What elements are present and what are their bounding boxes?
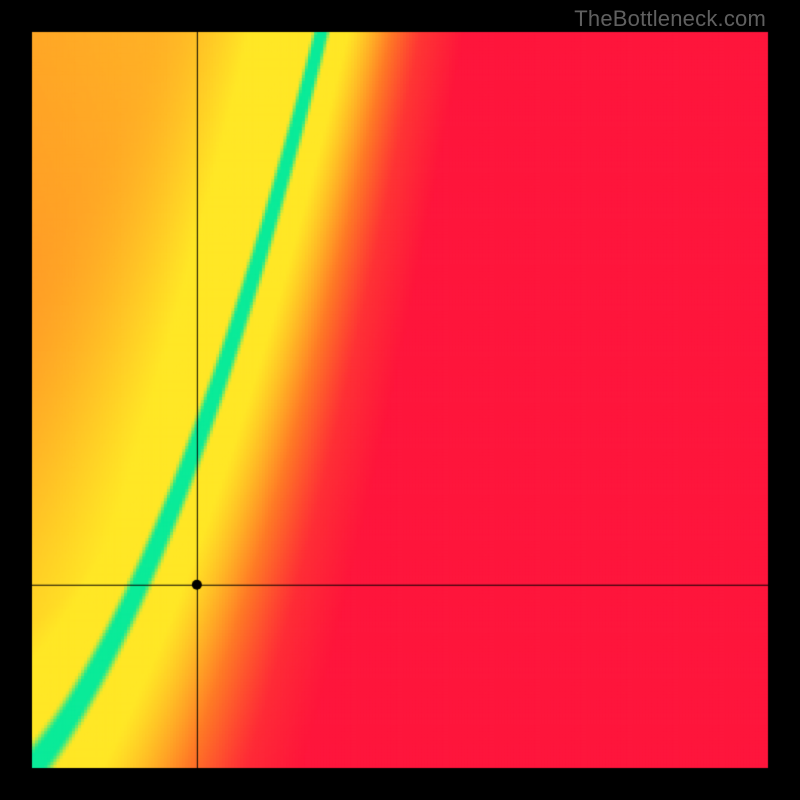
heatmap-canvas (0, 0, 800, 800)
watermark-text: TheBottleneck.com (574, 6, 766, 32)
chart-stage: TheBottleneck.com (0, 0, 800, 800)
